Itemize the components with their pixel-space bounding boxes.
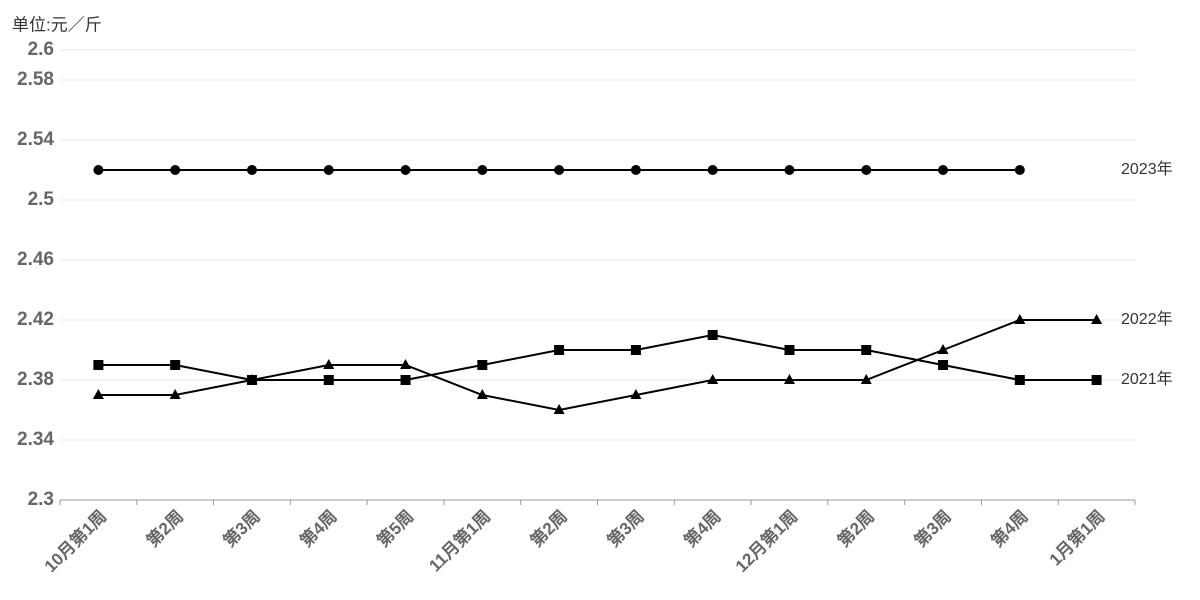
point [400, 375, 411, 385]
point [169, 389, 181, 399]
y-tick-label: 2.34 [17, 429, 54, 450]
y-tick-label: 2.6 [28, 39, 54, 60]
y-tick-label: 2.46 [17, 249, 54, 270]
point [553, 404, 565, 414]
series-line [98, 333, 1097, 381]
point [1091, 375, 1102, 385]
y-tick-label: 2.38 [17, 369, 54, 390]
point [1014, 314, 1026, 324]
y-tick-label: 2.54 [17, 129, 54, 150]
point [93, 165, 104, 175]
point [476, 389, 488, 399]
point [707, 330, 718, 340]
x-tick-label: 第2周 [526, 506, 571, 551]
x-tick-label: 第3周 [910, 506, 955, 551]
point [93, 360, 104, 370]
series-label: 2021年 [1121, 370, 1173, 388]
point [323, 359, 335, 369]
series-label: 2023年 [1121, 160, 1173, 178]
x-tick-label: 第4周 [680, 506, 725, 551]
point [784, 165, 795, 175]
y-tick-label: 2.42 [17, 309, 54, 330]
series-label: 2022年 [1121, 310, 1173, 328]
point [707, 374, 719, 384]
point [707, 165, 718, 175]
point [783, 374, 795, 384]
unit-label: 单位:元／斤 [12, 15, 102, 34]
point [554, 345, 565, 355]
x-tick-label: 11月第1周 [425, 506, 495, 576]
point [860, 374, 872, 384]
point [630, 165, 641, 175]
series-line [98, 319, 1097, 412]
x-tick-label: 10月第1周 [40, 506, 110, 576]
point [1091, 314, 1103, 324]
point [630, 389, 642, 399]
point [323, 165, 334, 175]
point [554, 165, 565, 175]
x-tick-label: 第2周 [833, 506, 878, 551]
point [170, 165, 181, 175]
point [323, 375, 334, 385]
point [400, 359, 412, 369]
point [938, 360, 949, 370]
x-tick-label: 第2周 [142, 506, 187, 551]
x-tick-label: 1月第1周 [1045, 506, 1109, 570]
point [92, 389, 104, 399]
point [784, 345, 795, 355]
x-tick-label: 第3周 [603, 506, 648, 551]
x-tick-label: 第3周 [219, 506, 264, 551]
x-tick-label: 第4周 [987, 506, 1032, 551]
y-tick-label: 2.3 [28, 489, 54, 510]
point [1014, 375, 1025, 385]
x-tick-label: 第4周 [296, 506, 341, 551]
point [246, 165, 257, 175]
point [1014, 165, 1025, 175]
point [400, 165, 411, 175]
point [170, 360, 181, 370]
point [861, 345, 872, 355]
point [477, 360, 488, 370]
point [938, 165, 949, 175]
x-tick-label: 第5周 [373, 506, 418, 551]
x-tick-label: 12月第1周 [731, 506, 801, 576]
point [477, 165, 488, 175]
y-tick-label: 2.58 [17, 69, 54, 90]
point [246, 375, 257, 385]
y-tick-label: 2.5 [28, 189, 55, 210]
point [937, 344, 949, 354]
point [861, 165, 872, 175]
point [630, 345, 641, 355]
